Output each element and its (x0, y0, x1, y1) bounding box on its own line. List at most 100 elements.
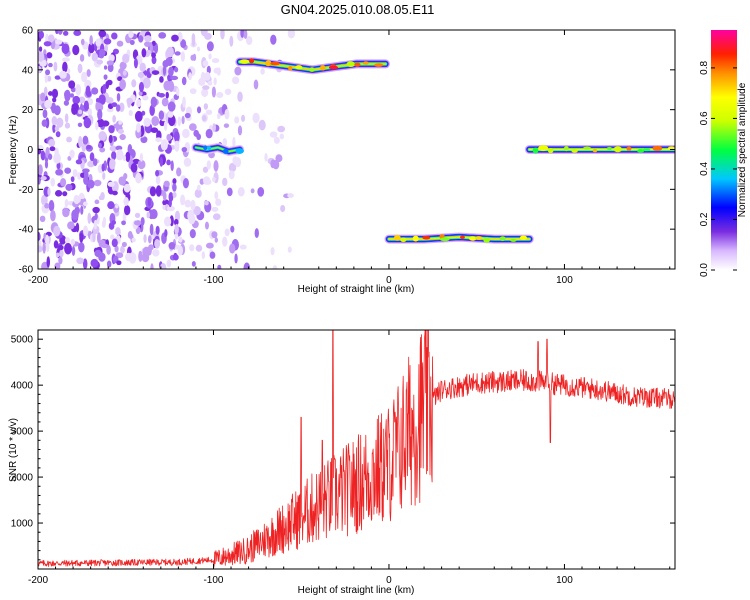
noise-blob (107, 201, 115, 210)
noise-blob (54, 39, 63, 45)
noise-blob (53, 61, 58, 72)
noise-blob (98, 252, 106, 262)
noise-blob (253, 79, 259, 90)
noise-blob (223, 123, 230, 128)
noise-blob (204, 200, 209, 206)
noise-blob (205, 128, 213, 139)
noise-blob (54, 190, 63, 197)
noise-blob (67, 68, 71, 74)
track-hotspot (483, 237, 491, 243)
y-tick-label: 0 (27, 145, 33, 156)
noise-blob (136, 99, 141, 105)
snr-ticks: -200 -100 0 100 1000 2000 3000 4000 5000 (11, 330, 675, 586)
noise-blob (53, 240, 59, 249)
noise-blob (174, 51, 181, 56)
noise-blob (211, 86, 216, 98)
noise-blob (260, 68, 265, 75)
noise-blob (78, 136, 83, 148)
noise-blob (44, 99, 52, 109)
noise-blob (83, 225, 89, 237)
noise-blob (172, 254, 179, 261)
noise-blob (258, 119, 266, 131)
track-hotspot (626, 146, 632, 151)
noise-blob (114, 245, 119, 253)
noise-blob (102, 84, 107, 94)
noise-blob (161, 97, 169, 107)
noise-blob (93, 219, 98, 230)
noise-blob (116, 40, 124, 47)
noise-blob (237, 187, 245, 197)
track-hotspot (592, 148, 598, 153)
noise-blob (89, 35, 93, 46)
noise-blob (159, 156, 164, 167)
track-hotspot (270, 61, 280, 66)
noise-blob (90, 258, 99, 268)
noise-blob (138, 250, 143, 262)
noise-blob (64, 89, 71, 102)
track-hotspot (439, 237, 450, 242)
noise-blob (44, 72, 48, 84)
noise-blob (170, 75, 179, 81)
noise-blob (94, 199, 100, 205)
noise-blob (189, 123, 197, 131)
noise-blob (38, 164, 43, 176)
noise-blob (148, 209, 155, 220)
noise-blob (118, 102, 125, 113)
track-hotspot (510, 238, 517, 242)
noise-blob (116, 92, 121, 102)
noise-blob (123, 204, 131, 216)
noise-blob (287, 246, 292, 253)
noise-blob (170, 160, 174, 172)
noise-blob (220, 30, 225, 40)
noise-blob (138, 35, 144, 43)
noise-blob (189, 88, 197, 95)
noise-blob (46, 256, 51, 268)
noise-blob (84, 79, 92, 89)
noise-blob (68, 80, 76, 89)
noise-blob (205, 242, 214, 249)
noise-blob (190, 54, 195, 61)
noise-blob (193, 129, 199, 137)
x-tick-label: 100 (556, 275, 573, 286)
colorbar-tick-label: 0.4 (699, 162, 710, 176)
noise-blob (142, 95, 149, 101)
noise-blob (188, 213, 196, 225)
noise-blob (87, 212, 92, 224)
noise-blob (202, 115, 207, 122)
track-hotspot (362, 61, 369, 65)
track-hotspot (264, 60, 272, 67)
noise-blob (206, 160, 211, 170)
noise-blob (167, 101, 176, 112)
noise-blob (264, 153, 268, 162)
noise-blob (204, 71, 211, 81)
noise-blob (96, 232, 101, 244)
noise-blob (43, 49, 47, 55)
noise-blob (70, 176, 75, 183)
noise-blob (75, 159, 83, 165)
noise-blob (103, 65, 108, 70)
noise-blob (269, 131, 278, 138)
noise-blob (122, 53, 130, 64)
noise-blob (119, 133, 126, 141)
noise-blob (243, 262, 251, 269)
noise-blob (64, 113, 69, 123)
noise-blob (212, 123, 216, 133)
noise-blob (272, 265, 278, 269)
noise-blob (87, 179, 95, 189)
noise-blob (121, 241, 127, 248)
noise-blob (240, 30, 245, 38)
noise-blob (155, 175, 161, 185)
noise-blob (224, 108, 230, 120)
noise-blob (137, 71, 145, 78)
noise-blob (159, 262, 167, 269)
noise-blob (38, 51, 45, 62)
noise-blob (180, 194, 186, 206)
noise-blob (94, 212, 98, 220)
noise-blob (77, 172, 82, 180)
noise-blob (97, 109, 103, 121)
noise-blob (194, 188, 202, 198)
noise-blob (64, 242, 72, 255)
noise-blob (40, 175, 47, 181)
noise-blob (51, 115, 58, 126)
track-hotspot (320, 65, 326, 71)
